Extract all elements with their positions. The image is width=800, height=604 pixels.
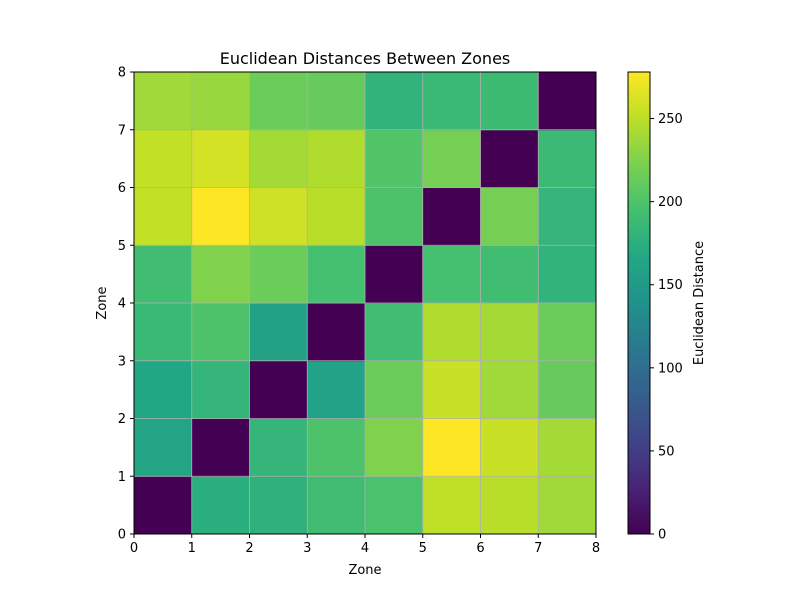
heatmap-cell bbox=[249, 360, 308, 419]
colorbar-tick-label: 50 bbox=[658, 444, 675, 459]
y-tick-label: 8 bbox=[118, 66, 126, 81]
heatmap-cell bbox=[134, 360, 193, 419]
y-tick-label: 2 bbox=[118, 412, 126, 427]
heatmap-cell bbox=[480, 360, 539, 419]
heatmap-cell bbox=[422, 360, 481, 419]
heatmap-cell bbox=[191, 187, 250, 246]
x-tick-label: 2 bbox=[245, 541, 253, 556]
x-axis-label: Zone bbox=[348, 563, 381, 578]
heatmap-cell bbox=[191, 245, 250, 304]
y-axis-ticks: 0 1 2 3 4 5 6 7 8 bbox=[118, 66, 134, 543]
y-tick-label: 0 bbox=[118, 528, 126, 543]
heatmap-cell bbox=[538, 360, 597, 419]
heatmap-cell bbox=[134, 476, 193, 535]
heatmap-cell bbox=[307, 360, 366, 419]
heatmap-cell bbox=[538, 303, 597, 362]
heatmap-cell bbox=[307, 476, 366, 535]
y-tick-label: 1 bbox=[118, 470, 126, 485]
heatmap-cell bbox=[538, 72, 597, 131]
heatmap-cell bbox=[134, 245, 193, 304]
grid-lines bbox=[134, 72, 596, 534]
y-tick-label: 3 bbox=[118, 354, 126, 369]
x-tick-label: 3 bbox=[303, 541, 311, 556]
heatmap-cell bbox=[365, 303, 424, 362]
heatmap-cell bbox=[422, 187, 481, 246]
y-tick-label: 5 bbox=[118, 239, 126, 254]
heatmap-cell bbox=[480, 303, 539, 362]
heatmap-cell bbox=[422, 129, 481, 188]
heatmap-cell bbox=[249, 245, 308, 304]
heatmap-cell bbox=[307, 187, 366, 246]
colorbar-label: Euclidean Distance bbox=[692, 241, 707, 365]
heatmap-cell bbox=[307, 303, 366, 362]
colorbar-tick-label: 0 bbox=[658, 528, 666, 543]
colorbar-ticks: 0 50 100 150 200 250 bbox=[650, 112, 683, 543]
x-axis-ticks: 0 1 2 3 4 5 6 7 8 bbox=[130, 534, 600, 556]
y-tick-label: 4 bbox=[118, 297, 126, 312]
x-tick-label: 1 bbox=[188, 541, 196, 556]
heatmap-cell bbox=[480, 245, 539, 304]
heatmap-cell bbox=[191, 72, 250, 131]
heatmap-cell bbox=[249, 187, 308, 246]
heatmap-cell bbox=[307, 129, 366, 188]
heatmap-cell bbox=[249, 418, 308, 477]
heatmap-cell bbox=[365, 476, 424, 535]
heatmap-cell bbox=[249, 129, 308, 188]
heatmap-cell bbox=[480, 418, 539, 477]
heatmap-cell bbox=[191, 476, 250, 535]
chart-title: Euclidean Distances Between Zones bbox=[220, 49, 511, 68]
heatmap-cell bbox=[422, 245, 481, 304]
heatmap-cell bbox=[249, 72, 308, 131]
heatmap-cell bbox=[480, 72, 539, 131]
heatmap-cell bbox=[538, 187, 597, 246]
heatmap-cell bbox=[307, 245, 366, 304]
heatmap-cell bbox=[307, 72, 366, 131]
heatmap-cell bbox=[365, 418, 424, 477]
heatmap-cell bbox=[480, 476, 539, 535]
heatmap-cell bbox=[365, 72, 424, 131]
heatmap-cell bbox=[249, 303, 308, 362]
colorbar-tick-label: 200 bbox=[658, 195, 683, 210]
heatmap-cell bbox=[134, 129, 193, 188]
heatmap-cell bbox=[422, 72, 481, 131]
heatmap-cell bbox=[134, 418, 193, 477]
heatmap-cell bbox=[191, 360, 250, 419]
heatmap-cell bbox=[134, 303, 193, 362]
x-tick-label: 5 bbox=[419, 541, 427, 556]
heatmap-cell bbox=[365, 129, 424, 188]
heatmap-cell bbox=[422, 303, 481, 362]
heatmap-cell bbox=[365, 245, 424, 304]
colorbar-tick-label: 100 bbox=[658, 361, 683, 376]
y-tick-label: 7 bbox=[118, 123, 126, 138]
heatmap-cell bbox=[538, 418, 597, 477]
y-tick-label: 6 bbox=[118, 181, 126, 196]
heatmap-cell bbox=[538, 245, 597, 304]
heatmap-cell bbox=[538, 476, 597, 535]
heatmap-cells bbox=[134, 72, 597, 535]
heatmap-cell bbox=[191, 129, 250, 188]
heatmap-cell bbox=[365, 360, 424, 419]
colorbar-tick-label: 150 bbox=[658, 278, 683, 293]
y-axis-label: Zone bbox=[95, 286, 110, 319]
heatmap-cell bbox=[538, 129, 597, 188]
heatmap-cell bbox=[480, 129, 539, 188]
x-tick-label: 0 bbox=[130, 541, 138, 556]
heatmap-cell bbox=[191, 303, 250, 362]
colorbar-tick-label: 250 bbox=[658, 112, 683, 127]
heatmap-cell bbox=[134, 72, 193, 131]
heatmap-cell bbox=[365, 187, 424, 246]
heatmap-cell bbox=[191, 418, 250, 477]
heatmap-cell bbox=[134, 187, 193, 246]
heatmap-cell bbox=[480, 187, 539, 246]
x-tick-label: 4 bbox=[361, 541, 369, 556]
x-tick-label: 8 bbox=[592, 541, 600, 556]
x-tick-label: 7 bbox=[534, 541, 542, 556]
colorbar bbox=[627, 71, 651, 535]
heatmap-cell bbox=[307, 418, 366, 477]
heatmap-cell bbox=[249, 476, 308, 535]
heatmap-cell bbox=[422, 476, 481, 535]
x-tick-label: 6 bbox=[476, 541, 484, 556]
heatmap-cell bbox=[422, 418, 481, 477]
